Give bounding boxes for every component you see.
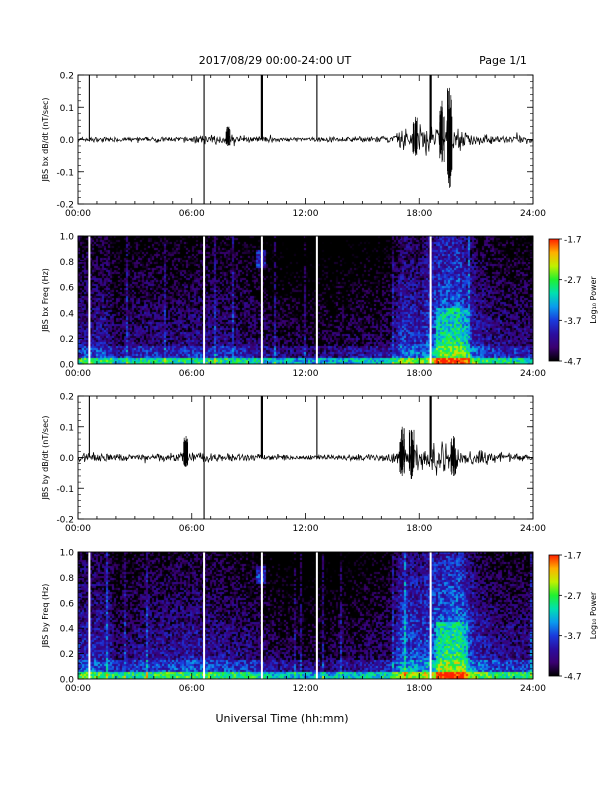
x-tick-label: 00:00: [65, 684, 91, 694]
colorbar-gradient: [548, 238, 560, 362]
x-tick-label: 00:00: [65, 524, 91, 534]
y-tick-label: 0.1: [60, 104, 74, 114]
colorbar-tick-label: -4.7: [564, 673, 582, 683]
data-gap-1: [88, 236, 91, 364]
y-tick-label: 0.8: [60, 258, 75, 268]
x-tick-label: 24:00: [520, 524, 546, 534]
y-tick-label: 0.6: [60, 284, 75, 294]
event-burst-2: [408, 429, 415, 480]
x-tick-label: 18:00: [406, 684, 432, 694]
x-axis-label: Universal Time (hh:mm): [216, 712, 349, 725]
panel-4: -1.7 -2.7 -3.7 -4.7 Log₁₀ Power 00:00 06:00 12:…: [41, 549, 598, 695]
data-gap-2: [203, 236, 206, 364]
y-tick-label: 0.2: [60, 650, 74, 660]
colorbar-tick-label: -4.7: [564, 358, 582, 368]
y-axis-label: JBS bx Freq (Hz): [41, 268, 50, 333]
y-tick-label: 1.0: [60, 549, 75, 559]
y-tick-label: 0.8: [60, 574, 75, 584]
colorbar-label: Log₁₀ Power: [589, 591, 598, 639]
panel-3: 00:00 06:00 12:00 18:00 24:00 0.2 0.1 0.0 -0.1 -0…: [41, 393, 546, 535]
y-tick-label: 0.1: [60, 423, 74, 433]
y-tick-label: -0.1: [56, 485, 74, 495]
event-burst-3: [412, 116, 418, 156]
x-tick-label: 24:00: [520, 684, 546, 694]
event-burst-2: [439, 100, 445, 163]
event-burst-4: [225, 126, 231, 146]
y-axis-label: JBS bx dB/dt (nT/sec): [41, 97, 50, 182]
y-tick-label: 1.0: [60, 233, 75, 243]
y-tick-label: 0.2: [60, 72, 74, 82]
trace-line: [77, 441, 534, 476]
data-gap-5: [429, 236, 432, 364]
x-tick-label: 06:00: [179, 369, 205, 379]
y-tick-label: 0.2: [60, 393, 74, 403]
event-burst-1: [399, 426, 405, 476]
x-tick-label: 18:00: [406, 209, 432, 219]
x-tick-label: 12:00: [293, 684, 319, 694]
x-tick-label: 24:00: [520, 209, 546, 219]
data-gap-5: [429, 552, 432, 679]
data-gap-2: [203, 552, 206, 679]
y-axis-label: JBS by dB/dt (nT/sec): [41, 415, 50, 500]
data-gap-4: [315, 552, 318, 679]
x-tick-label: 00:00: [65, 209, 91, 219]
data-gap-1: [88, 552, 91, 679]
data-gap-4: [315, 236, 318, 364]
x-tick-label: 18:00: [406, 369, 432, 379]
y-tick-label: 0.0: [60, 454, 75, 464]
y-axis-label: JBS by Freq (Hz): [41, 584, 50, 649]
y-tick-label: 0.4: [60, 309, 75, 319]
y-tick-label: -0.2: [56, 201, 74, 211]
colorbar-tick-label: -2.7: [564, 592, 582, 602]
panel-1: 00:00 06:00 12:00 18:00 24:00 0.2 0.1 0.0 -0.1 -0…: [41, 72, 546, 220]
spectrogram-image: [78, 552, 533, 679]
x-tick-label: 06:00: [179, 209, 205, 219]
colorbar-tick-label: -3.7: [564, 632, 582, 642]
x-tick-label: 12:00: [293, 369, 319, 379]
colorbar: -1.7 -2.7 -3.7 -4.7 Log₁₀ Power: [548, 552, 598, 683]
colorbar: -1.7 -2.7 -3.7 -4.7 Log₁₀ Power: [548, 236, 598, 368]
spectrogram-image: [78, 236, 533, 364]
colorbar-tick-label: -2.7: [564, 276, 582, 286]
y-tick-label: 0.0: [60, 676, 75, 686]
y-tick-label: -0.2: [56, 516, 74, 526]
y-tick-label: -0.1: [56, 168, 74, 178]
colorbar-gradient: [548, 554, 560, 677]
x-tick-label: 18:00: [406, 524, 432, 534]
x-tick-label: 06:00: [179, 684, 205, 694]
x-tick-label: 24:00: [520, 369, 546, 379]
y-tick-label: 0.6: [60, 599, 75, 609]
colorbar-tick-label: -1.7: [564, 552, 582, 562]
event-burst-1: [447, 87, 453, 188]
y-tick-label: 0.0: [60, 361, 75, 371]
figure-title: 2017/08/29 00:00-24:00 UT: [199, 54, 352, 67]
colorbar-tick-label: -1.7: [564, 236, 582, 246]
panel-2: -1.7 -2.7 -3.7 -4.7 Log₁₀ Power 00:00 06:00 12:…: [41, 233, 598, 380]
event-burst-3: [450, 435, 457, 476]
event-burst-4: [183, 435, 189, 467]
x-tick-label: 12:00: [293, 524, 319, 534]
y-tick-label: 0.4: [60, 625, 75, 635]
panels: 00:00 06:00 12:00 18:00 24:00 0.2 0.1 0.0 -0.1 -0…: [41, 72, 598, 695]
page-label: Page 1/1: [479, 54, 527, 67]
y-tick-label: 0.0: [60, 136, 75, 146]
x-tick-label: 00:00: [65, 369, 91, 379]
data-gap-3: [260, 236, 263, 364]
data-gap-3: [260, 552, 263, 679]
y-tick-label: 0.2: [60, 335, 74, 345]
trace-line: [77, 120, 534, 156]
x-tick-label: 12:00: [293, 209, 319, 219]
colorbar-label: Log₁₀ Power: [589, 276, 598, 324]
colorbar-tick-label: -3.7: [564, 317, 582, 327]
x-tick-label: 06:00: [179, 524, 205, 534]
